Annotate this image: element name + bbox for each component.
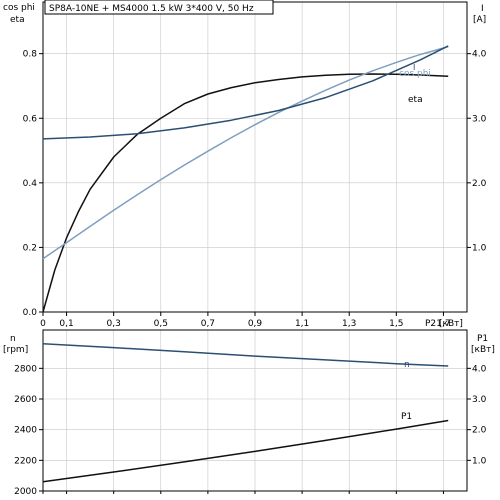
x-tick-label: 1,1 (295, 319, 309, 329)
right-tick-label: 1.0 (472, 456, 487, 466)
left-tick-label: 2000 (14, 487, 37, 497)
series-line-p1 (42, 419, 449, 483)
series-label-eta: eta (408, 95, 423, 105)
bottom-right-axis-ticks: 1.0 2.0 3.0 4.0 (467, 364, 487, 466)
left-tick-label: 0.0 (23, 308, 38, 318)
right-tick-label: 4.0 (472, 50, 487, 60)
right-axis-label-unit-a: [A] (473, 15, 486, 25)
left-tick-label: 2800 (14, 364, 37, 374)
x-tick-label: 1,3 (342, 319, 356, 329)
left-tick-label: 2600 (14, 395, 37, 405)
series-line-i (42, 45, 449, 140)
right-tick-label: 2.0 (472, 426, 487, 436)
x-axis-label: P2 [кВт] (425, 319, 463, 329)
series-line-cos-phi (42, 45, 449, 260)
left-tick-label: 0.2 (23, 243, 37, 253)
right-tick-label: 3.0 (472, 395, 487, 405)
right-tick-label: 3.0 (472, 114, 487, 124)
bottom-grid (42, 330, 467, 492)
speed-power-panel: n [rpm] P1 [кВт] 2000 2200 2400 2600 2800 1.… (3, 329, 495, 497)
top-grid (42, 2, 467, 313)
top-left-axis-ticks: 0.0 0.2 0.4 0.6 0.8 (23, 50, 43, 318)
series-line-n (42, 343, 449, 367)
series-label-p1: P1 (401, 412, 412, 422)
left-tick-label: 2200 (14, 456, 37, 466)
x-tick-label: 1,7 (436, 319, 450, 329)
series-line-eta (42, 73, 449, 313)
series-label-i: I (413, 63, 415, 72)
bottom-series-lines (42, 343, 449, 483)
left-tick-label: 0.8 (23, 50, 38, 60)
series-label-n: n (404, 360, 410, 370)
x-tick-label: 0,5 (154, 319, 168, 329)
series-label-cosphi: cos phi (399, 69, 431, 79)
left-tick-label: 2400 (14, 426, 37, 436)
x-axis-ticks: 0 0,1 0,3 0,5 0,7 0,9 1,1 1,3 1,5 1,7 (40, 312, 451, 329)
right-tick-label: 4.0 (472, 364, 487, 374)
right-tick-label: 1.0 (472, 243, 487, 253)
bottom-left-axis-ticks: 2000 2200 2400 2600 2800 (14, 364, 444, 497)
x-tick-label: 1,5 (389, 319, 403, 329)
x-tick-label: 0,9 (248, 319, 263, 329)
chart-title-box (44, 0, 274, 15)
x-tick-label: 0,3 (107, 319, 121, 329)
x-tick-label: 0 (40, 319, 46, 329)
efficiency-current-panel: SP8A-10NE + MS4000 1.5 kW 3*400 V, 50 Hz… (3, 0, 487, 329)
left-tick-label: 0.6 (23, 114, 38, 124)
left-tick-label: 0.4 (23, 179, 38, 189)
right-axis-label-i: I (481, 4, 484, 14)
top-right-axis-ticks: 1.0 2.0 3.0 4.0 (467, 50, 487, 253)
left-axis-label-rpm: [rpm] (3, 345, 28, 355)
left-axis-label-cosphi: cos phi (3, 3, 35, 13)
left-axis-label-n: n (10, 334, 16, 344)
right-tick-label: 2.0 (472, 179, 487, 189)
right-axis-label-unit-kw: [кВт] (471, 345, 495, 355)
right-axis-label-p1: P1 (477, 334, 488, 344)
x-tick-label: 0,7 (201, 319, 215, 329)
left-axis-label-eta: eta (10, 15, 25, 25)
chart-title: SP8A-10NE + MS4000 1.5 kW 3*400 V, 50 Hz (49, 4, 254, 14)
top-series-lines (42, 45, 449, 313)
x-tick-label: 0,1 (59, 319, 73, 329)
